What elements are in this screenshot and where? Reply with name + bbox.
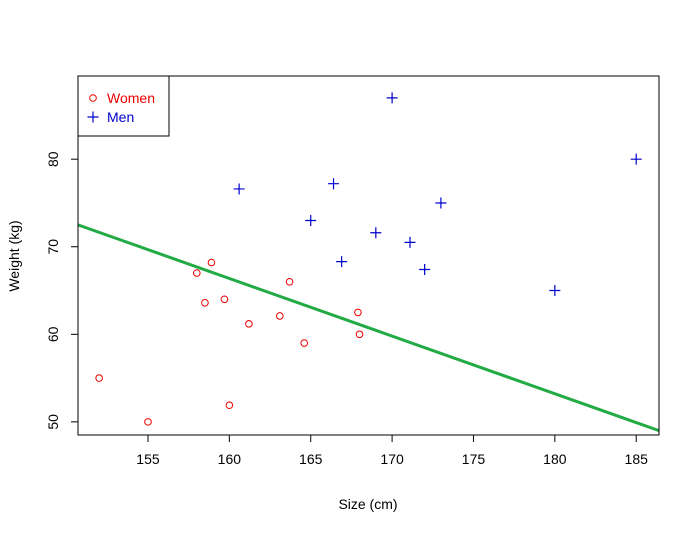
x-tick-label: 165 (299, 451, 323, 467)
y-tick-label: 50 (45, 414, 61, 430)
women-point (95, 374, 103, 382)
women-point (220, 295, 229, 304)
men-point (404, 236, 416, 248)
legend-marker-men (87, 111, 99, 123)
women-point (207, 258, 216, 267)
men-point (233, 183, 245, 195)
x-tick-label: 185 (625, 451, 649, 467)
men-point (328, 178, 340, 190)
x-tick-label: 155 (136, 451, 160, 467)
men-point (370, 227, 382, 239)
x-axis: 155 160 165 170 175 180 185 (136, 434, 649, 467)
y-tick-label: 80 (45, 151, 61, 167)
women-point (193, 269, 201, 277)
men-point (336, 256, 348, 268)
x-tick-label: 170 (380, 451, 404, 467)
x-tick-label: 160 (218, 451, 242, 467)
legend-label-women: Women (107, 90, 155, 106)
y-axis-title: Weight (kg) (6, 220, 22, 291)
x-tick-label: 175 (462, 451, 486, 467)
y-tick-label: 70 (45, 239, 61, 255)
legend-box (77, 75, 170, 137)
legend-marker-women (89, 94, 97, 102)
x-tick-label: 180 (543, 451, 567, 467)
legend-label-men: Men (107, 109, 134, 125)
women-point (276, 312, 284, 320)
men-point (386, 92, 398, 104)
women-point (245, 319, 253, 328)
y-axis: 50 60 70 80 (45, 151, 79, 430)
x-axis-title: Size (cm) (338, 496, 397, 512)
men-point (419, 264, 431, 276)
men-point (305, 214, 317, 226)
men-point (435, 197, 447, 209)
women-point (354, 308, 362, 317)
y-tick-label: 60 (45, 326, 61, 342)
data-points (95, 92, 642, 426)
men-point (549, 285, 561, 297)
men-point (630, 153, 642, 165)
women-point (285, 277, 294, 286)
women-point (300, 339, 309, 347)
fit-line (77, 223, 660, 433)
fit-lines (77, 223, 660, 433)
women-point (225, 401, 234, 410)
women-point (144, 418, 152, 426)
legend: Women Men (77, 75, 170, 137)
women-point (201, 298, 209, 307)
women-point (355, 330, 364, 339)
